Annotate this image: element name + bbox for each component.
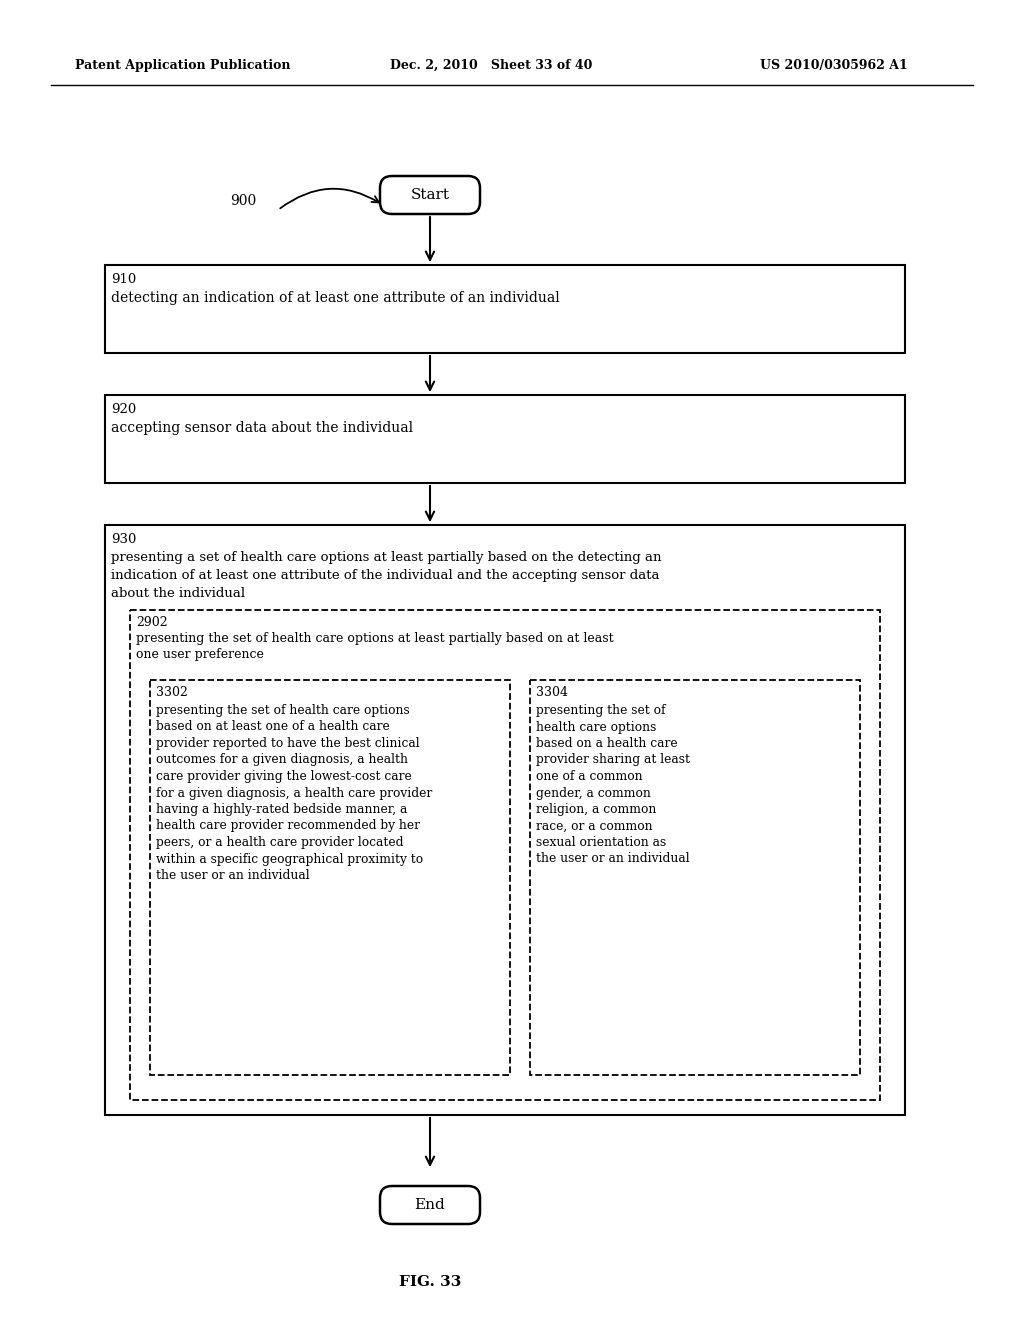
Text: the user or an individual: the user or an individual — [156, 869, 309, 882]
Text: Start: Start — [411, 187, 450, 202]
Text: religion, a common: religion, a common — [536, 803, 656, 816]
Text: 3304: 3304 — [536, 686, 568, 700]
Text: for a given diagnosis, a health care provider: for a given diagnosis, a health care pro… — [156, 787, 432, 800]
Text: 930: 930 — [111, 533, 136, 546]
Text: indication of at least one attribute of the individual and the accepting sensor : indication of at least one attribute of … — [111, 569, 659, 582]
Text: Dec. 2, 2010   Sheet 33 of 40: Dec. 2, 2010 Sheet 33 of 40 — [390, 58, 592, 71]
Bar — [130, 610, 880, 1100]
Text: peers, or a health care provider located: peers, or a health care provider located — [156, 836, 403, 849]
Text: sexual orientation as: sexual orientation as — [536, 836, 667, 849]
Text: 900: 900 — [230, 194, 256, 209]
Text: 2902: 2902 — [136, 616, 168, 630]
Text: having a highly-rated bedside manner, a: having a highly-rated bedside manner, a — [156, 803, 408, 816]
FancyBboxPatch shape — [380, 176, 480, 214]
Text: provider sharing at least: provider sharing at least — [536, 754, 690, 767]
Text: care provider giving the lowest-cost care: care provider giving the lowest-cost car… — [156, 770, 412, 783]
Text: one of a common: one of a common — [536, 770, 643, 783]
Text: presenting the set of health care options at least partially based on at least: presenting the set of health care option… — [136, 632, 613, 645]
Text: presenting the set of health care options: presenting the set of health care option… — [156, 704, 410, 717]
Text: based on at least one of a health care: based on at least one of a health care — [156, 721, 390, 734]
Text: the user or an individual: the user or an individual — [536, 853, 689, 866]
Bar — [530, 680, 860, 1074]
Text: outcomes for a given diagnosis, a health: outcomes for a given diagnosis, a health — [156, 754, 408, 767]
Text: based on a health care: based on a health care — [536, 737, 678, 750]
Bar — [105, 525, 905, 1115]
Text: provider reported to have the best clinical: provider reported to have the best clini… — [156, 737, 420, 750]
FancyBboxPatch shape — [380, 1185, 480, 1224]
Text: 910: 910 — [111, 273, 136, 286]
Text: race, or a common: race, or a common — [536, 820, 652, 833]
Text: End: End — [415, 1199, 445, 1212]
Text: detecting an indication of at least one attribute of an individual: detecting an indication of at least one … — [111, 290, 560, 305]
Text: FIG. 33: FIG. 33 — [398, 1275, 461, 1290]
Bar — [105, 265, 905, 352]
Text: accepting sensor data about the individual: accepting sensor data about the individu… — [111, 421, 413, 436]
Text: Patent Application Publication: Patent Application Publication — [75, 58, 291, 71]
Text: 920: 920 — [111, 403, 136, 416]
Text: health care options: health care options — [536, 721, 656, 734]
Bar — [150, 680, 510, 1074]
Text: gender, a common: gender, a common — [536, 787, 651, 800]
Text: 3302: 3302 — [156, 686, 187, 700]
Text: presenting the set of: presenting the set of — [536, 704, 666, 717]
Bar — [105, 395, 905, 483]
Text: presenting a set of health care options at least partially based on the detectin: presenting a set of health care options … — [111, 550, 662, 564]
Text: about the individual: about the individual — [111, 587, 245, 601]
Text: one user preference: one user preference — [136, 648, 264, 661]
Text: within a specific geographical proximity to: within a specific geographical proximity… — [156, 853, 423, 866]
Text: health care provider recommended by her: health care provider recommended by her — [156, 820, 420, 833]
Text: US 2010/0305962 A1: US 2010/0305962 A1 — [760, 58, 907, 71]
